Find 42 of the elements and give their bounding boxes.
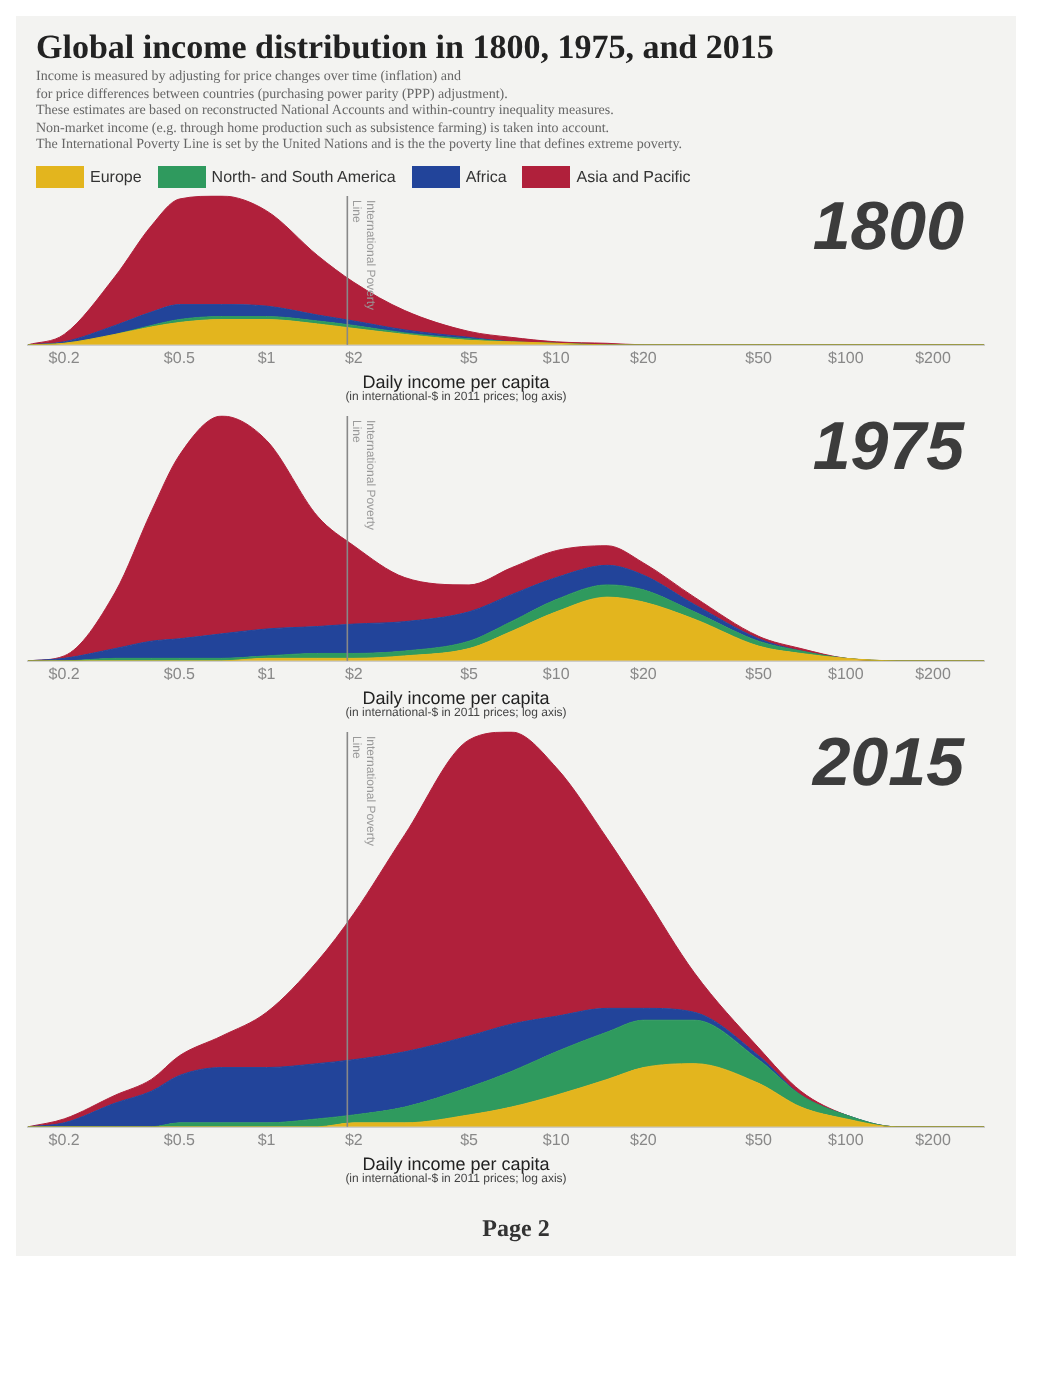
x-tick-label: $5 (460, 347, 480, 366)
x-tick-label: $200 (915, 1129, 952, 1148)
annotation: 1975 (812, 407, 967, 484)
x-tick-label: $100 (828, 663, 865, 682)
x-tick-label: $1 (257, 1129, 277, 1148)
text: Page 2 (480, 1213, 552, 1243)
legend-label: Europe (90, 167, 142, 185)
x-tick-label: $20 (630, 1129, 658, 1148)
x-tick-label: $0.2 (48, 1129, 81, 1148)
x-tick-label: $5 (460, 1129, 480, 1148)
x-tick-label: $1 (257, 347, 277, 366)
legend-label: Asia and Pacific (576, 167, 691, 185)
x-tick-label: $50 (745, 1129, 774, 1148)
x-tick-label: $2 (344, 1129, 364, 1148)
x-tick-label: $10 (542, 347, 571, 366)
x-tick-label: $200 (915, 347, 952, 366)
x-axis-title: Daily income per capita (360, 1153, 550, 1173)
x-tick-label: $0.5 (163, 1129, 197, 1148)
x-tick-label: $0.5 (163, 663, 197, 682)
legend-label: North- and South America (211, 167, 396, 185)
x-tick-label: $50 (745, 663, 774, 682)
x-tick-label: $10 (542, 1129, 571, 1148)
x-tick-label: $10 (542, 663, 571, 682)
x-tick-label: $0.2 (48, 663, 81, 682)
x-axis-title: Daily income per capita (360, 687, 550, 707)
annotation: 2015 (810, 723, 967, 800)
x-tick-label: $20 (630, 347, 658, 366)
x-tick-label: $2 (344, 663, 364, 682)
legend-label: Africa (465, 167, 507, 185)
annotation: 1800 (812, 187, 965, 264)
x-axis-title: Daily income per capita (360, 371, 550, 391)
x-tick-label: $50 (745, 347, 774, 366)
x-tick-label: $2 (344, 347, 364, 366)
x-tick-label: $5 (460, 663, 480, 682)
x-tick-label: $200 (915, 663, 952, 682)
x-tick-label: $1 (257, 663, 277, 682)
x-tick-label: $0.2 (48, 347, 81, 366)
x-tick-label: $100 (828, 347, 865, 366)
x-tick-label: $0.5 (163, 347, 197, 366)
chart-title: Global income distribution in 1800, 1975, and 2015 (36, 28, 776, 68)
x-tick-label: $100 (828, 1129, 865, 1148)
x-tick-label: $20 (630, 663, 658, 682)
